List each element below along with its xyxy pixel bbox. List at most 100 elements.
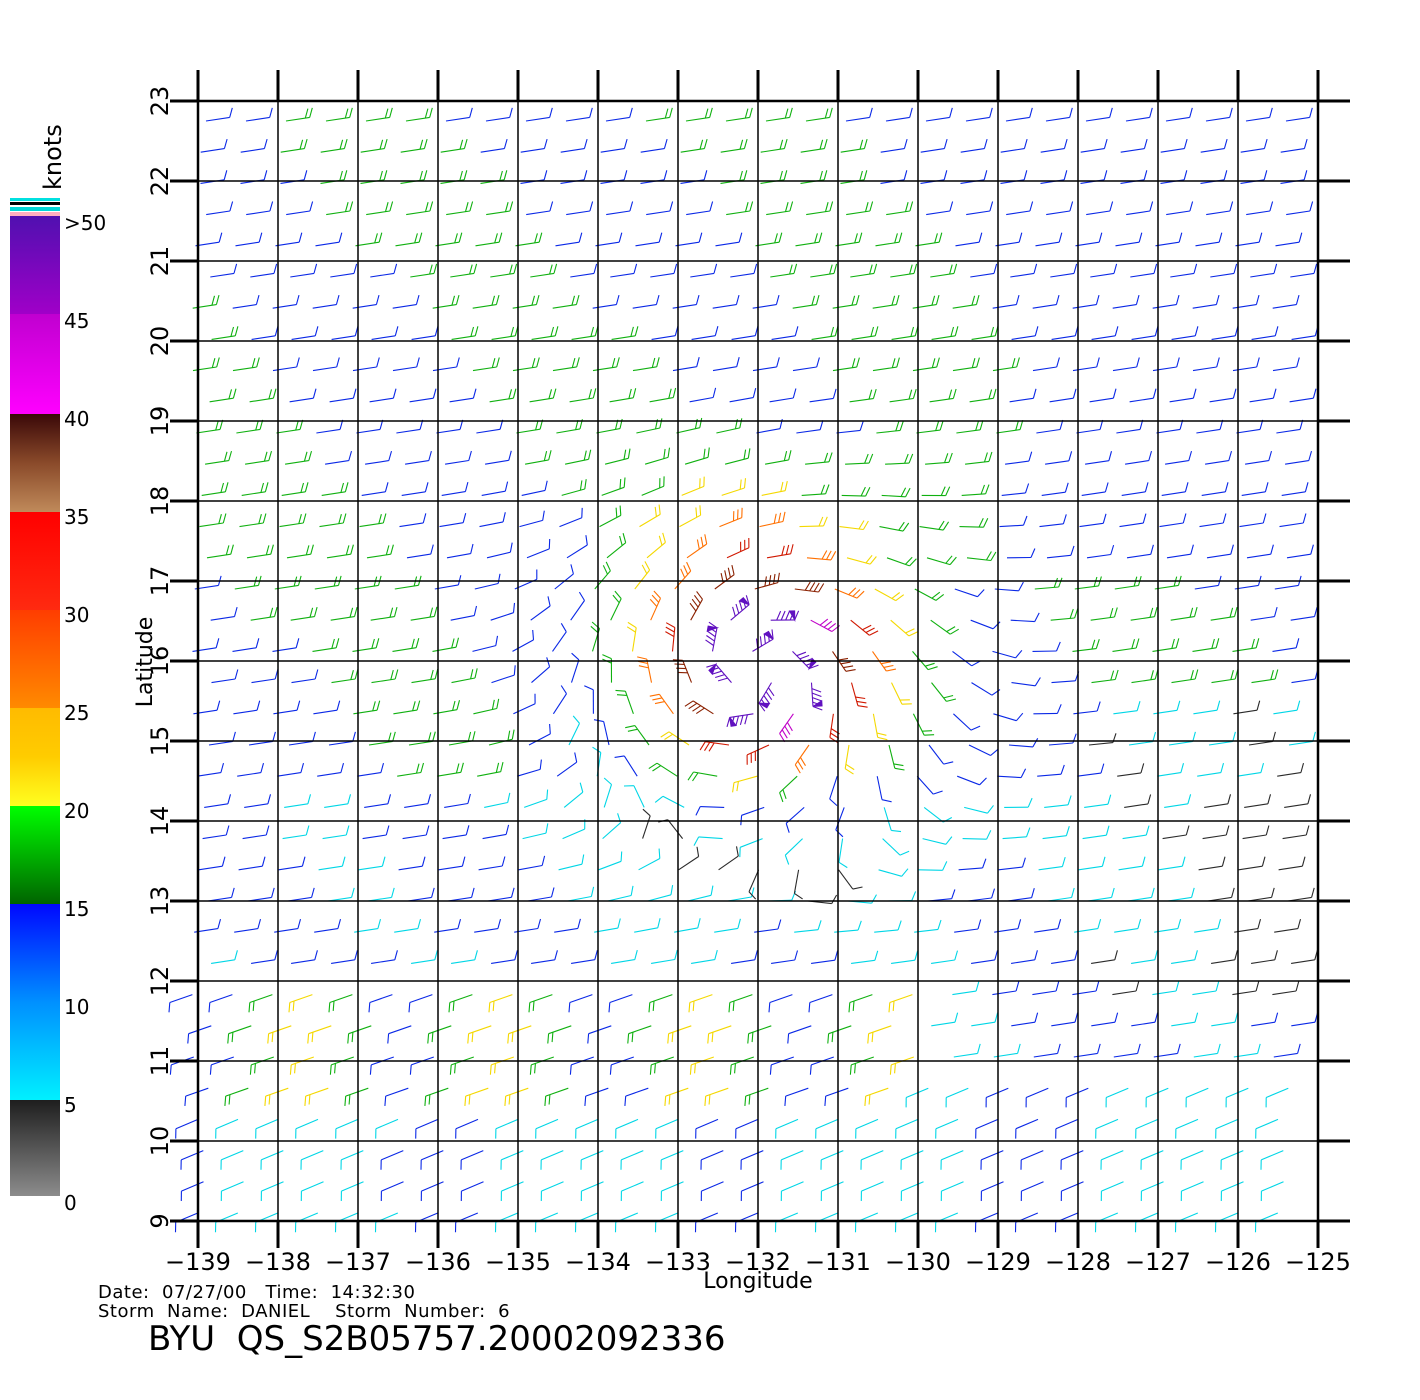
wind-barb [867, 1025, 892, 1044]
wind-barb [841, 486, 871, 497]
wind-barb [1005, 451, 1033, 465]
wind-barb [850, 619, 879, 636]
wind-barb [558, 854, 585, 871]
wind-barb [571, 326, 599, 340]
wind-barb [474, 918, 502, 933]
wind-barb [1192, 638, 1220, 652]
wind-barb [440, 138, 468, 153]
wind-barb [891, 326, 919, 340]
wind-barb [1291, 950, 1318, 964]
wind-barb [347, 1025, 372, 1044]
wind-barb [441, 481, 469, 496]
wind-barb [800, 138, 828, 153]
wind-barb [993, 712, 1024, 722]
wind-barb [632, 357, 660, 372]
wind-barb [360, 138, 388, 153]
wind-barb [678, 846, 700, 871]
wind-barb [1160, 138, 1188, 153]
wind-barb [239, 513, 267, 528]
colorbar-label: 30 [64, 603, 89, 627]
wind-barb [255, 1118, 279, 1139]
wind-barb [513, 693, 536, 715]
wind-barb [487, 887, 515, 902]
wind-barb [770, 610, 800, 623]
wind-barb [1251, 950, 1278, 964]
wind-barb [1051, 950, 1078, 964]
wind-barb [392, 357, 420, 372]
wind-barb [248, 994, 273, 1013]
wind-barb [1166, 201, 1194, 216]
wind-barb [1205, 107, 1233, 122]
wind-barb [1280, 138, 1308, 153]
wind-barb [570, 652, 580, 683]
wind-barb [1255, 1118, 1279, 1139]
wind-barb [540, 1181, 564, 1202]
wind-barb [875, 232, 903, 247]
wind-barb [490, 263, 518, 278]
wind-barb [1286, 544, 1314, 559]
wind-barb [1039, 514, 1067, 528]
wind-barb [1194, 575, 1222, 590]
wind-barb [489, 388, 517, 403]
wind-barb [491, 950, 518, 964]
wind-barb [609, 388, 637, 403]
wind-barb [387, 1025, 412, 1044]
wind-barb [570, 263, 598, 278]
wind-barb [769, 1056, 794, 1075]
wind-barb [1125, 107, 1153, 122]
y-tick-labels: 9 10 11 12 13 14 15 16 17 18 19 20 21 22 23 [146, 86, 174, 1229]
wind-barb [344, 1087, 369, 1106]
wind-barb [214, 1212, 239, 1233]
wind-barb [599, 505, 622, 528]
wind-barb [197, 762, 225, 777]
wind-barb [1015, 1118, 1039, 1139]
wind-barb [744, 1087, 769, 1106]
wind-barb [282, 825, 310, 840]
wind-barb [238, 856, 266, 871]
wind-barb [985, 1087, 1009, 1108]
wind-barb [955, 232, 983, 247]
wind-barb [512, 357, 540, 372]
wind-barb [242, 825, 270, 840]
wind-barb [392, 638, 420, 652]
wind-barb [249, 1056, 274, 1075]
wind-barb [408, 731, 436, 746]
colorbar-label: 10 [64, 995, 89, 1019]
wind-barb [1088, 733, 1117, 746]
wind-barb [634, 561, 651, 590]
wind-barb [686, 201, 714, 216]
wind-barb [964, 805, 994, 814]
wind-barb [289, 388, 317, 403]
grid-lines [170, 70, 1350, 1248]
wind-barb [300, 1150, 324, 1170]
wind-barb [569, 1056, 594, 1075]
wind-barb [521, 480, 548, 496]
wind-barb [832, 357, 860, 372]
wind-barb [1279, 513, 1307, 528]
wind-barb [477, 761, 504, 777]
wind-barb [575, 1118, 599, 1139]
wind-barb [278, 856, 306, 871]
wind-barb [971, 1012, 999, 1027]
wind-barb [999, 515, 1028, 528]
wind-barb [1125, 450, 1153, 465]
wind-barb [314, 918, 342, 933]
wind-barb [731, 326, 759, 340]
wind-barb [960, 138, 988, 153]
wind-barb [460, 1181, 484, 1202]
date-line: Date: 07/27/00 Time: 14:32:30 [98, 1282, 415, 1303]
wind-barb [820, 1150, 844, 1170]
wind-barb [718, 846, 739, 871]
wind-barb [402, 825, 430, 840]
wind-barb [1051, 671, 1080, 684]
x-tick-label: −131 [805, 1248, 871, 1276]
wind-barb [531, 950, 558, 964]
wind-barb [755, 232, 783, 247]
wind-barb [675, 232, 703, 247]
wind-barb [1260, 1181, 1284, 1202]
wind-barb [326, 544, 354, 559]
wind-barb [712, 357, 740, 372]
wind-barb [625, 725, 650, 746]
wind-barb [439, 513, 467, 528]
y-tick-label: 20 [146, 326, 174, 357]
